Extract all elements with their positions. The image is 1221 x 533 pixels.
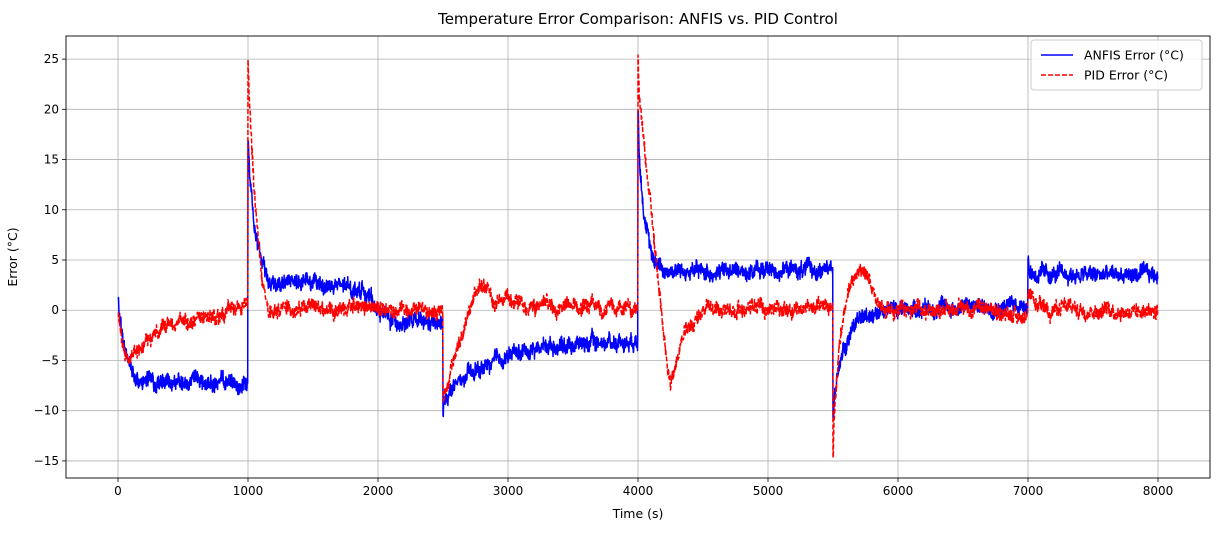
- x-tick-label: 1000: [233, 484, 264, 498]
- legend-label-anfis: ANFIS Error (°C): [1084, 48, 1184, 63]
- series-line-pid: [117, 54, 1159, 459]
- y-tick-label: −15: [34, 454, 59, 468]
- y-tick-label: 15: [44, 153, 59, 167]
- x-tick-label: 3000: [493, 484, 524, 498]
- legend-box: [1030, 39, 1203, 91]
- y-tick-label: 5: [51, 253, 59, 267]
- y-tick-label: 10: [44, 203, 59, 217]
- x-tick-label: 0: [114, 484, 122, 498]
- y-tick-label: 25: [44, 52, 59, 66]
- x-tick-label: 7000: [1013, 484, 1044, 498]
- y-axis-title: Error (°C): [5, 227, 20, 286]
- plot-area: [117, 54, 1159, 459]
- x-tick-label: 6000: [883, 484, 914, 498]
- y-tick-label: 20: [44, 102, 59, 116]
- axis-ticks: 0 1000 2000 3000 4000 5000 6000 7000 8000 −15 −10 −…: [34, 52, 1174, 498]
- legend-label-pid: PID Error (°C): [1084, 68, 1168, 83]
- x-axis-title: Time (s): [612, 506, 664, 521]
- y-tick-label: 0: [51, 303, 59, 317]
- x-tick-label: 4000: [623, 484, 654, 498]
- x-tick-label: 5000: [753, 484, 784, 498]
- x-tick-label: 2000: [363, 484, 394, 498]
- x-tick-label: 8000: [1143, 484, 1174, 498]
- chart-title: Temperature Error Comparison: ANFIS vs. …: [437, 10, 838, 28]
- y-tick-label: −5: [41, 353, 59, 367]
- y-tick-label: −10: [34, 404, 59, 418]
- legend: ANFIS Error (°C) PID Error (°C): [1030, 39, 1203, 91]
